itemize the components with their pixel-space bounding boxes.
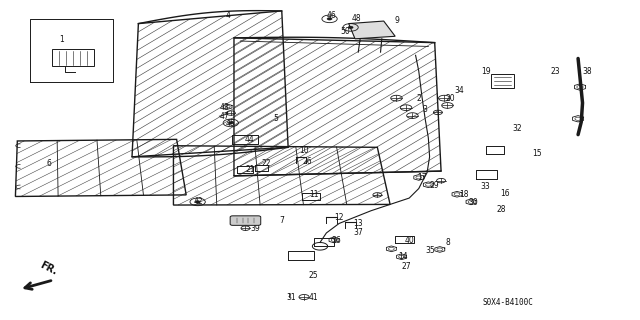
Text: 37: 37 (353, 228, 363, 237)
Text: 40: 40 (404, 236, 414, 245)
Text: 46: 46 (326, 11, 337, 20)
Text: 11: 11 (309, 190, 318, 199)
Text: 23: 23 (551, 67, 561, 76)
Text: 26: 26 (303, 157, 312, 166)
Text: 39: 39 (250, 224, 260, 233)
Text: 9: 9 (394, 16, 399, 25)
Text: 45: 45 (226, 119, 236, 128)
Text: 50: 50 (340, 27, 350, 36)
FancyBboxPatch shape (230, 216, 260, 225)
Circle shape (195, 201, 200, 203)
Text: 32: 32 (513, 124, 522, 133)
Text: 15: 15 (532, 149, 541, 158)
Text: 20: 20 (446, 94, 456, 103)
Text: 19: 19 (481, 67, 490, 76)
Text: 10: 10 (300, 146, 309, 155)
Polygon shape (349, 21, 395, 39)
Text: 36: 36 (331, 236, 341, 245)
Text: 41: 41 (309, 293, 319, 302)
Text: 13: 13 (353, 219, 363, 228)
Text: 44: 44 (245, 135, 255, 144)
Text: 1: 1 (60, 35, 64, 44)
Circle shape (228, 122, 234, 124)
Text: 16: 16 (500, 189, 509, 198)
Text: 14: 14 (398, 252, 408, 261)
Text: 3: 3 (422, 105, 428, 114)
Text: FR.: FR. (38, 260, 59, 277)
Text: 21: 21 (245, 165, 255, 174)
Text: 31: 31 (287, 293, 296, 302)
Text: 30: 30 (468, 198, 478, 207)
Text: 35: 35 (426, 246, 435, 255)
Text: 22: 22 (261, 159, 271, 168)
Text: 33: 33 (481, 182, 490, 191)
Text: 28: 28 (497, 205, 506, 214)
Text: 17: 17 (417, 173, 427, 182)
Text: 25: 25 (309, 271, 319, 280)
Text: 24: 24 (239, 216, 248, 225)
Text: 8: 8 (445, 238, 450, 247)
Text: 42: 42 (194, 197, 204, 206)
Text: 38: 38 (583, 67, 593, 76)
Text: S0X4-B4100C: S0X4-B4100C (483, 298, 533, 307)
Text: 6: 6 (47, 159, 52, 168)
Text: 48: 48 (351, 14, 361, 23)
Text: 4: 4 (225, 11, 230, 20)
Text: 2: 2 (417, 94, 421, 103)
Text: 43: 43 (220, 103, 229, 112)
Circle shape (327, 18, 332, 20)
Text: 12: 12 (334, 212, 344, 222)
Text: 7: 7 (279, 216, 284, 225)
Text: 34: 34 (454, 86, 464, 95)
Text: 18: 18 (460, 190, 468, 199)
Text: 47: 47 (220, 112, 229, 121)
Text: 5: 5 (273, 114, 278, 123)
Circle shape (348, 26, 353, 29)
Text: 27: 27 (401, 262, 411, 271)
Text: 29: 29 (430, 181, 440, 190)
